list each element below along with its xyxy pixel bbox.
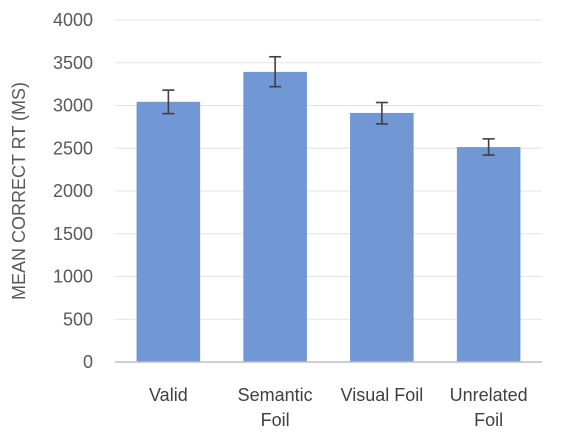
y-axis-title: MEAN CORRECT RT (MS) [9,82,29,300]
error-bar [375,101,388,125]
y-tick-label: 500 [63,309,93,329]
x-category-label-line: Foil [261,410,290,430]
x-category-labels: Valid Semantic Foil Visual Foil Unrelated Foi… [149,385,528,430]
x-category-label: Visual Foil [341,385,424,405]
x-category-label-line: Foil [474,410,503,430]
x-category-label-line: Valid [149,385,188,405]
y-tick-label: 4000 [53,10,93,30]
error-bar [482,138,495,156]
y-tick-label: 1500 [53,224,93,244]
x-category-label: Semantic Foil [238,385,313,430]
y-tick-label: 1000 [53,267,93,287]
y-tick-label: 3000 [53,96,93,116]
bar [136,101,201,363]
x-category-label-line: Semantic [238,385,313,405]
bar [456,147,521,363]
y-tick-label: 0 [83,352,93,372]
x-category-label: Valid [149,385,188,405]
x-category-label: Unrelated Foil [450,385,528,430]
error-bar [162,89,175,115]
y-tick-labels: 0 500 1000 1500 2000 2500 3000 3500 4000 [53,10,93,372]
bar [243,71,307,363]
x-category-label-line: Visual Foil [341,385,424,405]
x-category-label-line: Unrelated [450,385,528,405]
bar [350,112,414,363]
y-tick-label: 2500 [53,138,93,158]
y-tick-label: 2000 [53,181,93,201]
error-bars [162,55,495,156]
error-bar [269,55,282,88]
y-tick-label: 3500 [53,53,93,73]
bars [136,71,521,363]
